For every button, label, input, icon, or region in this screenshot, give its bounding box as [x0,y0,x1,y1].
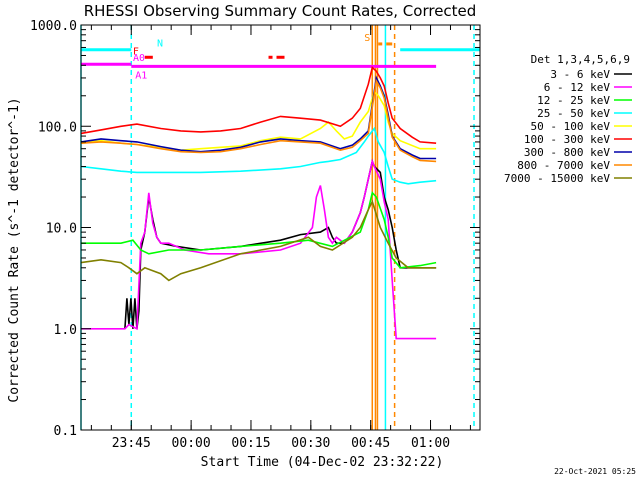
legend-entry-0: 3 - 6 keV [550,68,610,81]
x-tick-label: 00:30 [291,436,330,451]
state-label-s: S [364,33,370,44]
y-tick-label: 100.0 [38,120,77,135]
series-line-5 [80,65,437,144]
y-axis-label: Corrected Count Rate (s^-1 detector^-1) [7,97,22,402]
x-tick-label: 23:45 [112,436,151,451]
legend-entry-5: 100 - 300 keV [524,133,610,146]
y-tick-label: 10.0 [46,222,77,237]
legend-title: Det 1,3,4,5,6,9 [531,53,630,66]
x-tick-label: 01:00 [411,436,450,451]
state-label-a0: A0 [133,53,145,64]
timestamp-footnote: 22-Oct-2021 05:25 [554,467,636,476]
legend-entry-6: 300 - 800 keV [524,146,610,159]
legend-entry-3: 25 - 50 keV [537,107,610,120]
series-line-2 [81,191,437,269]
x-axis-label: Start Time (04-Dec-02 23:32:22) [201,455,444,470]
state-label-a1: A1 [135,70,147,81]
chart-title: RHESSI Observing Summary Count Rates, Co… [84,2,477,20]
series-line-6 [80,75,437,160]
series-line-3 [80,126,437,185]
legend-entry-1: 6 - 12 keV [544,81,611,94]
x-tick-label: 00:00 [172,436,211,451]
plot-area: N FA0 A1 S [80,25,480,430]
state-label-f: F [133,46,139,57]
state-label-n: N [157,39,163,50]
legend-entry-7: 800 - 7000 keV [517,159,610,172]
x-tick-label: 00:45 [351,436,390,451]
legend-entry-4: 50 - 100 keV [531,120,611,133]
axes: 1000.0 100.0 10.0 1.0 0.1 23:45 00:00 00:15 00:3… [30,19,481,451]
legend-entry-8: 7000 - 15000 keV [504,172,610,185]
series-line-7 [80,78,437,163]
plot-frame [80,24,481,431]
y-tick-label: 1.0 [54,323,77,338]
x-tick-label: 00:15 [231,436,270,451]
legend-entry-2: 12 - 25 keV [537,94,610,107]
y-tick-label: 1000.0 [30,19,77,34]
series-line-8 [80,199,437,282]
y-tick-label: 0.1 [54,424,77,439]
series-line-1 [81,158,437,340]
